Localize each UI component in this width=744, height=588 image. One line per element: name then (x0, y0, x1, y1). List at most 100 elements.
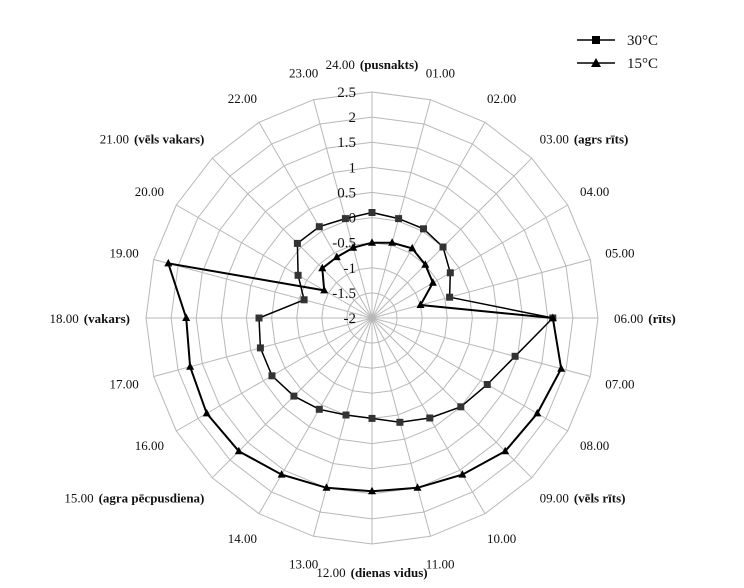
grid-spoke (176, 204, 373, 319)
data-point-square (315, 223, 323, 231)
data-point-square (368, 209, 376, 216)
grid-spoke (313, 317, 373, 537)
data-point-square (395, 215, 403, 223)
data-point-triangle (533, 408, 542, 417)
data-point-square (300, 296, 308, 304)
radial-tick-label: -2 (344, 311, 357, 327)
data-point-triangle (428, 278, 437, 286)
grid-spoke (371, 122, 486, 319)
grid-spoke (258, 317, 373, 514)
category-label: 13.00 (289, 556, 318, 571)
data-point-triangle (548, 313, 557, 321)
data-point-triangle (318, 263, 327, 272)
data-point-triangle (421, 260, 430, 268)
category-label: 06.00 (rīts) (614, 311, 676, 326)
category-labels: 24.00 (pusnakts) 01.00 02.00 03.00 (agrs rīts… (50, 57, 676, 580)
grid-spoke (371, 317, 431, 537)
grid-spoke (371, 259, 591, 319)
legend-marker-square (592, 36, 600, 44)
category-label: 07.00 (605, 377, 634, 392)
data-point-square (294, 271, 302, 279)
data-point-triangle (234, 446, 243, 455)
grid-spoke (371, 204, 568, 319)
data-point-square (368, 414, 376, 422)
data-point-triangle (368, 486, 376, 495)
data-point-square (396, 418, 404, 426)
data-point-square (426, 414, 434, 422)
data-point-square (511, 352, 519, 360)
category-label: 04.00 (580, 184, 609, 199)
category-label: 19.00 (109, 245, 138, 260)
data-point-triangle (368, 238, 376, 246)
data-point-square (293, 239, 301, 247)
data-point-triangle (501, 446, 510, 455)
data-point-triangle (182, 313, 191, 321)
data-point-square (483, 381, 491, 388)
category-label: 20.00 (135, 184, 164, 199)
data-point-square (420, 225, 427, 233)
grid-spoke (371, 317, 591, 377)
data-point-triangle (277, 470, 286, 478)
category-label: 08.00 (580, 438, 609, 453)
radial-tick-label: 0 (349, 211, 357, 227)
legend-label: 15°C (627, 56, 658, 72)
legend-marker-triangle (591, 58, 601, 67)
radial-tick-label: 0.5 (337, 185, 356, 201)
grid-spoke (153, 259, 373, 319)
data-point-triangle (349, 243, 358, 251)
category-label: 12.00 (dienas vidus) (316, 565, 427, 580)
legend-label: 30°C (627, 33, 658, 49)
category-label: 14.00 (228, 531, 257, 546)
data-point-square (457, 403, 465, 411)
category-label: 09.00 (vēls rīts) (540, 491, 626, 506)
radial-tick-labels: -2 -1.5 -1 -0.5 0 0.5 1 1.5 2 2.5 (332, 85, 356, 327)
category-label: 23.00 (289, 66, 318, 81)
radial-tick-label: 2 (349, 110, 357, 126)
radial-tick-label: 2.5 (337, 85, 356, 101)
data-point-square (439, 243, 447, 251)
radial-tick-label: 1.5 (337, 135, 356, 151)
radial-tick-label: -1.5 (332, 286, 356, 302)
grid-spoke (313, 99, 373, 319)
data-point-square (315, 405, 323, 413)
grid-spoke (211, 157, 373, 319)
category-label: 05.00 (605, 245, 634, 260)
category-label: 18.00 (vakars) (50, 311, 130, 326)
data-point-square (446, 293, 454, 301)
data-point-triangle (322, 483, 331, 491)
category-label: 11.00 (426, 556, 455, 571)
data-point-square (446, 269, 454, 277)
data-point-triangle (202, 408, 211, 417)
data-point-square (342, 411, 350, 419)
radial-tick-label: 1 (349, 160, 357, 176)
data-point-triangle (413, 483, 422, 491)
data-point-square (256, 344, 264, 352)
legend: 30°C 15°C (577, 33, 658, 72)
data-point-triangle (408, 243, 417, 252)
data-point-triangle (557, 364, 566, 372)
category-label: 03.00 (agrs rīts) (540, 131, 629, 146)
category-label: 10.00 (487, 531, 516, 546)
data-point-square (290, 392, 298, 400)
data-point-square (341, 215, 349, 223)
category-label: 22.00 (228, 91, 257, 106)
category-label: 01.00 (426, 66, 455, 81)
data-point-triangle (458, 470, 467, 478)
data-point-triangle (416, 300, 425, 308)
series-layer (164, 209, 566, 495)
radar-grid (145, 91, 599, 545)
category-label: 15.00 (agra pēcpusdiena) (64, 491, 204, 506)
grid-spoke (258, 122, 373, 319)
category-label: 21.00 (vēls vakars) (100, 131, 205, 146)
category-label: 02.00 (487, 91, 516, 106)
data-point-square (268, 372, 276, 380)
category-label: 16.00 (135, 438, 164, 453)
data-point-square (255, 314, 263, 322)
grid-spoke (371, 99, 431, 319)
category-label: 17.00 (109, 377, 138, 392)
grid-spoke (371, 317, 568, 432)
grid-spoke (371, 157, 533, 319)
data-point-triangle (332, 252, 341, 261)
data-point-triangle (388, 238, 397, 246)
